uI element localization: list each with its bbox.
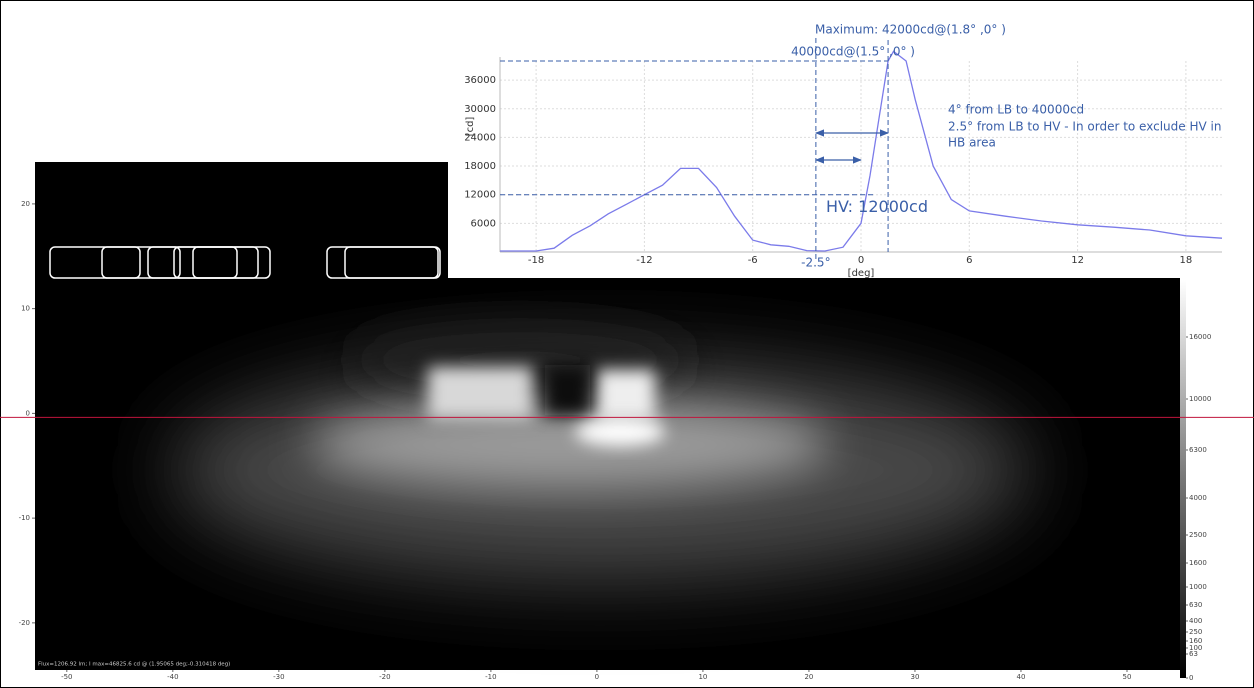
- annotation: 40000cd@(1.5° ,0° ): [791, 45, 915, 59]
- y-tick-label: 12000: [464, 190, 496, 201]
- y-tick-label: 10: [21, 305, 30, 313]
- y-tick-label: -10: [19, 514, 30, 522]
- colorbar-label: 2500: [1189, 531, 1207, 539]
- x-tick-label: 6: [966, 255, 972, 266]
- colorbar-label: 1000: [1189, 583, 1207, 591]
- colorbar-label: 6300: [1189, 446, 1207, 454]
- colorbar-label: 0: [1189, 674, 1193, 682]
- annotation: Maximum: 42000cd@(1.8° ,0° ): [815, 23, 1006, 37]
- x-tick-label: 10: [698, 673, 707, 681]
- y-tick-label: 18000: [464, 161, 496, 172]
- x-tick-label: 0: [858, 255, 864, 266]
- colorbar-label: 63: [1189, 650, 1198, 658]
- x-tick-label: -10: [485, 673, 496, 681]
- colorbar-label: 16000: [1189, 333, 1211, 341]
- x-tick-label: 18: [1180, 255, 1193, 266]
- y-axis-label: [cd]: [465, 117, 476, 137]
- y-tick-label: 30000: [464, 104, 496, 115]
- page: Flux=1206.92 lm; I max=46825.6 cd @ (1.9…: [0, 0, 1254, 688]
- x-tick-label: -40: [167, 673, 178, 681]
- x-tick-label: 40: [1017, 673, 1026, 681]
- x-tick-label: -18: [528, 255, 544, 266]
- hot-spot: [597, 370, 655, 420]
- annotation: HV: 12000cd: [826, 197, 928, 216]
- y-tick-label: -20: [19, 619, 30, 627]
- hot-spot: [428, 367, 532, 419]
- colorbar-label: 4000: [1189, 494, 1207, 502]
- colorbar-label: 400: [1189, 617, 1202, 625]
- annotation: 4° from LB to 40000cd: [948, 103, 1084, 117]
- y-tick-label: 0: [26, 409, 30, 417]
- annotation: -2.5°: [801, 256, 830, 270]
- x-tick-label: -50: [61, 673, 72, 681]
- y-tick-label: 6000: [471, 218, 496, 229]
- y-tick-label: 36000: [464, 75, 496, 86]
- footer: Flux=1206.92 lm; I max=46825.6 cd @ (1.9…: [38, 662, 230, 668]
- colorbar: [1180, 280, 1186, 678]
- x-tick-label: 12: [1071, 255, 1084, 266]
- annotation: HB area: [948, 136, 996, 150]
- x-tick-label: 0: [595, 673, 599, 681]
- x-tick-label: 50: [1123, 673, 1132, 681]
- dark-gap: [545, 365, 590, 415]
- x-tick-label: -20: [379, 673, 390, 681]
- colorbar-label: 1600: [1189, 559, 1207, 567]
- colorbar-label: 250: [1189, 628, 1202, 636]
- colorbar-label: 10000: [1189, 395, 1211, 403]
- annotation: 2.5° from LB to HV - In order to exclude…: [948, 120, 1221, 134]
- x-tick-label: -30: [273, 673, 284, 681]
- x-tick-label: 20: [804, 673, 813, 681]
- colorbar-label: 630: [1189, 601, 1202, 609]
- x-tick-label: -6: [748, 255, 758, 266]
- y-tick-label: 20: [21, 200, 30, 208]
- x-axis-label: [deg]: [848, 268, 875, 279]
- x-tick-label: 30: [910, 673, 919, 681]
- x-tick-label: -12: [636, 255, 652, 266]
- hot-spot: [575, 418, 665, 446]
